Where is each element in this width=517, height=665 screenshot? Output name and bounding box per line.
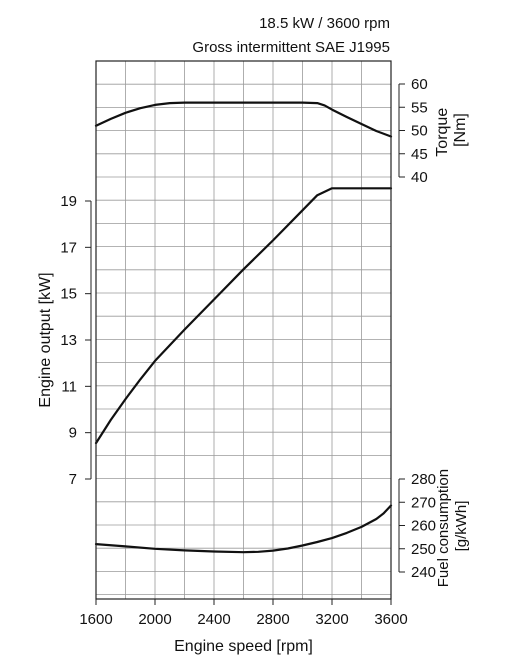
fuel-tick-label: 280 <box>411 471 436 488</box>
output-tick-label: 11 <box>61 378 77 395</box>
chart-subtitle: Gross intermittent SAE J1995 <box>192 39 390 56</box>
fuel-curve <box>94 504 393 554</box>
output-tick-label: 13 <box>60 332 77 349</box>
fuel-axis-label: Fuel consumption [g/kWh] <box>435 465 470 588</box>
torque-tick-label: 50 <box>411 123 428 140</box>
torque-curve <box>94 101 393 138</box>
fuel-axis-label-line-2: [g/kWh] <box>453 501 470 552</box>
output-tick-label: 9 <box>69 425 77 442</box>
fuel-axis-label-line-1: Fuel consumption <box>435 469 452 587</box>
x-tick-label: 3200 <box>315 611 348 628</box>
torque-axis-label-line-2: [Nm] <box>452 113 469 147</box>
output-axis-label: Engine output [kW] <box>37 272 54 407</box>
x-tick-label: 2800 <box>256 611 289 628</box>
x-axis-label: Engine speed [rpm] <box>174 638 313 655</box>
curves <box>94 101 393 554</box>
grid <box>96 61 391 599</box>
fuel-tick-label: 260 <box>411 518 436 535</box>
x-tick-label: 2000 <box>138 611 171 628</box>
x-tick-label: 1600 <box>79 611 112 628</box>
chart-title: 18.5 kW / 3600 rpm <box>259 15 390 32</box>
fuel-tick-label: 250 <box>411 541 436 558</box>
x-tick-label: 2400 <box>197 611 230 628</box>
output-tick-label: 15 <box>60 286 77 303</box>
x-tick-label: 3600 <box>374 611 407 628</box>
torque-tick-label: 45 <box>411 146 428 163</box>
output-tick-label: 7 <box>69 471 77 488</box>
torque-tick-label: 60 <box>411 76 428 93</box>
torque-tick-label: 40 <box>411 169 428 186</box>
torque-tick-label: 55 <box>411 99 428 116</box>
output-curve <box>94 187 393 445</box>
axes: 1600 2000 2400 2800 3200 3600 40 45 50 55 60 7 9 11 13… <box>60 76 436 628</box>
fuel-tick-label: 270 <box>411 494 436 511</box>
torque-axis-label: Torque [Nm] <box>434 103 469 156</box>
output-tick-label: 17 <box>60 239 77 256</box>
torque-axis-label-line-1: Torque <box>434 108 451 157</box>
plot-frame <box>95 60 392 600</box>
fuel-tick-label: 240 <box>411 564 436 581</box>
output-tick-label: 19 <box>60 193 77 210</box>
